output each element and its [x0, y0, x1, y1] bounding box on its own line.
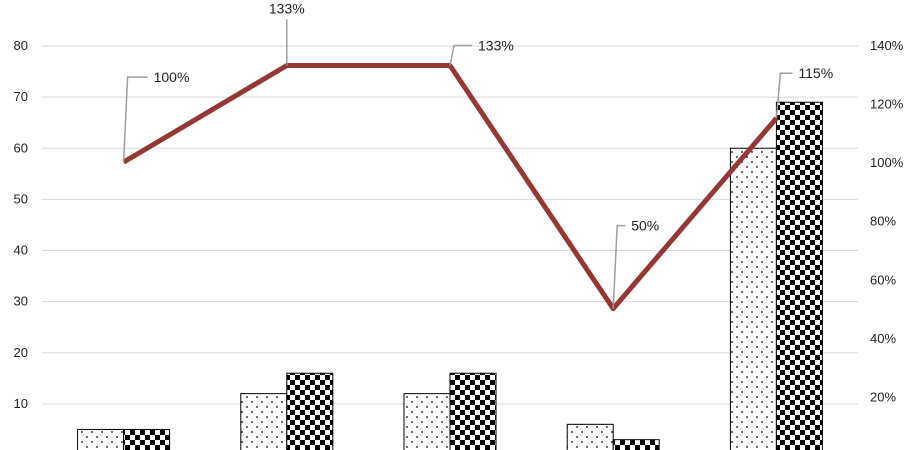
- leader-line: [775, 72, 793, 119]
- y-right-tick: 80%: [870, 214, 896, 229]
- data-label: 115%: [798, 65, 833, 81]
- y-left-tick: 40: [14, 243, 28, 258]
- y-left-tick: 60: [14, 140, 28, 155]
- data-label: 133%: [478, 38, 514, 54]
- y-right-tick: 140%: [870, 38, 904, 53]
- y-right-tick: 20%: [870, 389, 896, 404]
- bar-dots: [566, 423, 614, 450]
- y-right-tick: 120%: [870, 97, 904, 112]
- bar-checker: [123, 428, 171, 450]
- bar-dots: [77, 428, 125, 450]
- y-right-tick: 60%: [870, 272, 896, 287]
- data-labels: 100% 133% 133% 50% 115%: [122, 1, 833, 309]
- y-right-tick: 100%: [870, 155, 904, 170]
- line-series: [122, 63, 779, 312]
- bar-checker: [286, 372, 334, 450]
- ratio-line: [122, 63, 779, 312]
- bar-dots: [729, 147, 777, 450]
- bar-checker: [449, 372, 497, 450]
- bar-checker: [775, 101, 823, 450]
- bar-dots: [240, 393, 288, 450]
- y-left-tick: 30: [14, 294, 28, 309]
- gridlines: [42, 45, 858, 405]
- leader-line: [612, 224, 626, 309]
- y-left-tick: 10: [14, 396, 28, 411]
- y-left-tick: 70: [14, 89, 28, 104]
- y-right-tick: 0%: [870, 448, 889, 450]
- bar-checker: [612, 439, 660, 450]
- y-left-tick: 20: [14, 345, 28, 360]
- y-left-tick: 50: [14, 191, 28, 206]
- axis-ticks: 10 20 30 40 50 60 70 80 0% 20% 40% 60% 80% 100% 120% 14…: [14, 38, 904, 450]
- data-label: 133%: [269, 1, 305, 17]
- leader-line: [449, 44, 472, 66]
- y-left-tick: 80: [14, 38, 28, 53]
- y-right-tick: 40%: [870, 331, 896, 346]
- data-label: 50%: [631, 218, 659, 234]
- data-label: 100%: [154, 69, 190, 85]
- bars: [77, 101, 823, 450]
- leader-line: [122, 76, 148, 163]
- bar-dots: [403, 393, 451, 450]
